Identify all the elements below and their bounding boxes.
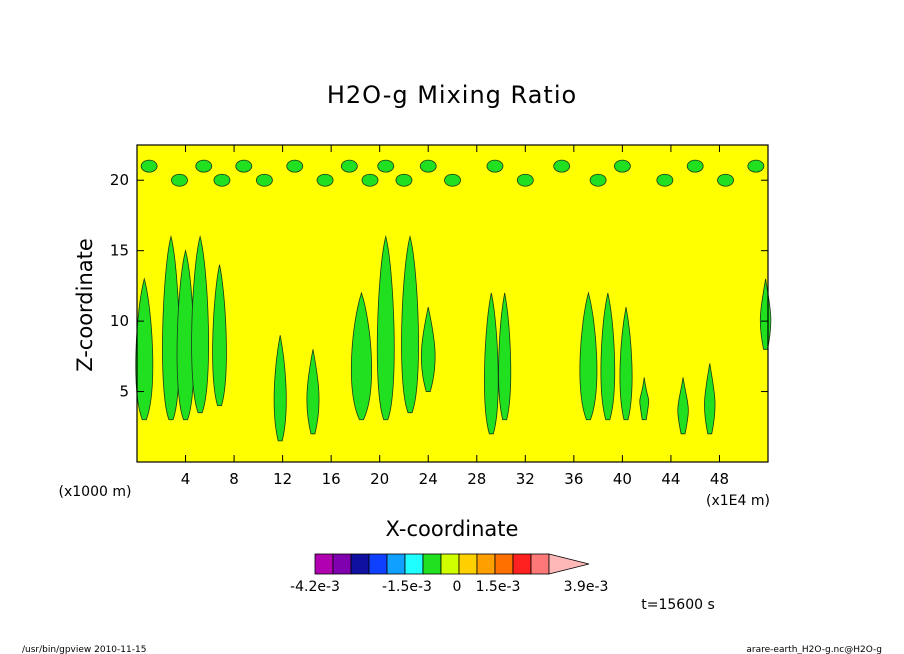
- x-tick-label-24: 24: [419, 470, 438, 488]
- x-tick-label-16: 16: [322, 470, 341, 488]
- colorbar: [314, 553, 590, 575]
- upper-blob-15: [516, 173, 534, 187]
- y-tick-label-5: 5: [119, 383, 129, 401]
- y-axis-label: Z-coordinate: [73, 238, 97, 372]
- plume-0: [135, 277, 154, 421]
- plume-4: [212, 264, 227, 407]
- plume-13: [579, 291, 598, 421]
- colorbar-swatch-6: [422, 553, 442, 575]
- upper-blob-6: [286, 159, 304, 173]
- plume-11: [484, 292, 499, 435]
- colorbar-swatch-1: [332, 553, 352, 575]
- plume-5: [273, 335, 287, 442]
- x-tick-label-48: 48: [710, 470, 729, 488]
- upper-blob-11: [395, 173, 413, 187]
- upper-blob-14: [486, 159, 504, 173]
- x-tick-label-44: 44: [661, 470, 680, 488]
- x-units-right: (x1E4 m): [706, 493, 770, 509]
- upper-blob-8: [340, 159, 358, 173]
- colorbar-label-1: -1.5e-3: [382, 579, 432, 595]
- y-tick-label-15: 15: [110, 242, 129, 260]
- x-axis: 4 8 12 16 20 24 28 32 36 40 44 48: [181, 145, 729, 488]
- plume-18: [704, 363, 716, 435]
- upper-blob-19: [656, 173, 674, 187]
- y-axis: 5 10 15 20: [110, 171, 768, 401]
- footer-right: arare-earth_H2O-g.nc@H2O-g: [746, 645, 882, 654]
- upper-blob-4: [235, 159, 253, 173]
- colorbar-label-3: 1.5e-3: [476, 579, 521, 595]
- colorbar-swatch-9: [476, 553, 496, 575]
- plume-14: [600, 292, 616, 421]
- colorbar-labels: -4.2e-3 -1.5e-3 0 1.5e-3 3.9e-3: [290, 579, 608, 595]
- colorbar-label-4: 3.9e-3: [564, 579, 609, 595]
- x-tick-label-40: 40: [613, 470, 632, 488]
- colorbar-swatch-10: [494, 553, 514, 575]
- plot-area: [135, 144, 772, 463]
- upper-cloud-layer: [140, 159, 765, 187]
- x-tick-label-36: 36: [564, 470, 583, 488]
- colorbar-swatch-2: [350, 553, 370, 575]
- footer-left: /usr/bin/gpview 2010-11-15: [22, 645, 146, 654]
- x-tick-label-8: 8: [229, 470, 239, 488]
- upper-blob-3: [213, 173, 231, 187]
- plume-8: [376, 235, 395, 421]
- upper-blob-12: [419, 159, 437, 173]
- plume-7: [350, 291, 373, 421]
- plume-layer: [135, 235, 772, 442]
- colorbar-swatch-12: [530, 553, 550, 575]
- upper-blob-10: [377, 159, 395, 173]
- plume-3: [191, 235, 209, 414]
- plot-frame: [136, 144, 769, 463]
- upper-blob-0: [140, 159, 158, 173]
- upper-blob-17: [589, 173, 607, 187]
- colorbar-swatch-8: [458, 553, 478, 575]
- x-axis-label: X-coordinate: [386, 517, 519, 541]
- colorbar-swatch-11: [512, 553, 532, 575]
- plume-17: [677, 377, 689, 435]
- x-tick-label-28: 28: [467, 470, 486, 488]
- y-tick-label-10: 10: [110, 312, 129, 330]
- upper-blob-2: [195, 159, 213, 173]
- colorbar-arrow: [548, 553, 590, 575]
- time-label: t=15600 s: [641, 597, 715, 613]
- y-tick-label-20: 20: [110, 171, 129, 189]
- upper-blob-21: [717, 173, 734, 187]
- chart-title: H2O-g Mixing Ratio: [327, 81, 577, 109]
- plume-10: [420, 306, 436, 392]
- plume-16: [639, 377, 650, 421]
- upper-blob-5: [256, 173, 273, 187]
- upper-blob-13: [444, 173, 461, 187]
- colorbar-label-2: 0: [453, 579, 462, 595]
- plume-9: [401, 235, 419, 414]
- colorbar-swatch-7: [440, 553, 460, 575]
- plume-6: [306, 349, 320, 435]
- upper-blob-16: [553, 159, 571, 173]
- x-units-left: (x1000 m): [59, 484, 132, 500]
- plot-background: [137, 145, 768, 462]
- colorbar-label-0: -4.2e-3: [290, 579, 340, 595]
- colorbar-swatch-4: [386, 553, 406, 575]
- upper-blob-20: [686, 159, 704, 173]
- plume-15: [619, 306, 633, 421]
- x-tick-label-20: 20: [370, 470, 389, 488]
- plume-12: [498, 292, 512, 421]
- x-tick-label-32: 32: [516, 470, 535, 488]
- upper-blob-18: [613, 159, 631, 173]
- colorbar-swatch-3: [368, 553, 388, 575]
- upper-blob-22: [747, 159, 765, 173]
- upper-blob-9: [361, 173, 379, 187]
- x-tick-label-4: 4: [181, 470, 191, 488]
- colorbar-swatch-5: [404, 553, 424, 575]
- upper-blob-1: [171, 173, 188, 187]
- upper-blob-7: [316, 173, 334, 187]
- x-tick-label-12: 12: [273, 470, 292, 488]
- colorbar-swatch-0: [314, 553, 334, 575]
